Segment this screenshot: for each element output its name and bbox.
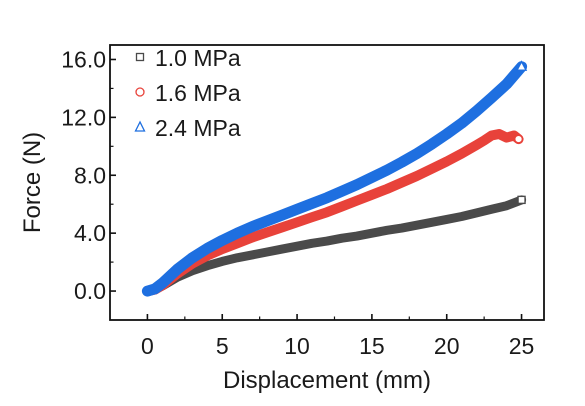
series-layer [141, 60, 528, 297]
legend-label: 2.4 MPa [155, 115, 241, 141]
legend-marker-square [135, 52, 145, 62]
plot-frame [109, 44, 545, 321]
y-tick-label: 12.0 [61, 104, 106, 130]
legend-label: 1.0 MPa [155, 45, 241, 71]
series-line-1 [142, 195, 527, 296]
x-tick-label: 10 [284, 333, 310, 359]
y-axis-title: Force (N) [19, 132, 46, 233]
series-end-marker [514, 134, 524, 144]
y-tick-label: 16.0 [61, 46, 106, 72]
ticks-layer: 0 5 10 15 20 25 0.0 4.0 8.0 12.0 16.0 [61, 46, 534, 359]
x-tick-label: 25 [509, 333, 535, 359]
x-tick-label: 20 [434, 333, 460, 359]
y-tick-label: 8.0 [74, 162, 106, 188]
series-start-point [142, 286, 153, 297]
series-line-3 [141, 61, 528, 297]
x-axis-title: Displacement (mm) [223, 367, 431, 394]
legend-label: 1.6 MPa [155, 80, 241, 106]
series-end-marker [517, 195, 526, 205]
series-line-2 [142, 129, 524, 297]
x-tick-label: 15 [359, 333, 385, 359]
x-tick-label: 0 [141, 333, 154, 359]
legend-marker-triangle [134, 120, 146, 132]
series-end-marker [515, 60, 528, 71]
legend-marker-circle [135, 87, 145, 97]
x-tick-label: 5 [216, 333, 229, 359]
y-tick-label: 0.0 [74, 278, 106, 304]
legend: 1.0 MPa 1.6 MPa 2.4 MPa [134, 45, 241, 141]
y-tick-label: 4.0 [74, 220, 106, 246]
